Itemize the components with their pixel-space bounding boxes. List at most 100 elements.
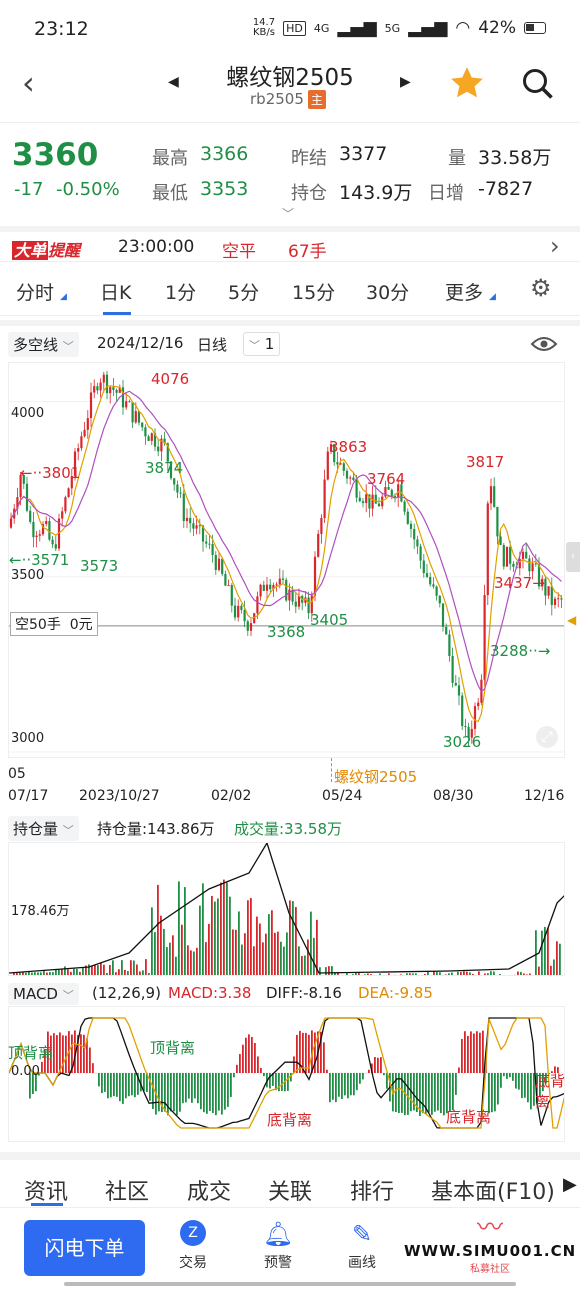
next-contract-icon[interactable]: ▶ (400, 74, 411, 90)
tab-f10[interactable]: 基本面(F10) (431, 1180, 555, 1205)
vol-value: 33.58万 (478, 147, 552, 169)
candle-body (38, 534, 41, 536)
flash-order-button[interactable]: 闪电下单 (24, 1220, 145, 1276)
kline-chart[interactable]: 4000 3500 3000 4076 ←··3801 3874 ←··3571… (8, 362, 565, 758)
alert-button[interactable]: 🔔︎ 预警 (248, 1220, 308, 1272)
macd-bar (107, 1073, 109, 1099)
tab-5min[interactable]: 5分 (228, 282, 260, 304)
volume-bar (238, 911, 240, 975)
tab-30min[interactable]: 30分 (366, 282, 410, 304)
tab-daily-k[interactable]: 日K (100, 282, 132, 304)
search-icon[interactable] (520, 66, 556, 102)
period-text: 日线 (197, 336, 228, 354)
candle-body (294, 601, 297, 607)
count-select[interactable]: ﹀ 1 (243, 332, 281, 356)
news-underline (31, 1203, 63, 1206)
side-collapse-handle[interactable]: ‹ (566, 542, 580, 572)
volume-bar (187, 945, 189, 975)
candle-body (89, 392, 93, 419)
volume-bar (262, 942, 264, 975)
volume-bar (310, 911, 312, 975)
ann-3817: 3817 (466, 453, 505, 471)
candle-body (205, 541, 208, 544)
volume-select[interactable]: 持仓量 ﹀ (8, 816, 79, 841)
star-icon[interactable] (448, 64, 486, 102)
bell-icon: 🔔︎ (262, 1220, 294, 1248)
low-value: 3353 (200, 178, 249, 200)
prev-contract-icon[interactable]: ◀ (168, 74, 179, 90)
expand-chevron-icon[interactable]: ﹀ (282, 207, 295, 221)
macd-bar (506, 1073, 508, 1079)
macd-bar (53, 1033, 55, 1073)
macd-bar (50, 1035, 52, 1073)
position-tag[interactable]: 空50手 0元 (10, 612, 98, 636)
tab-15min[interactable]: 15分 (292, 282, 336, 304)
tab-community[interactable]: 社区 (105, 1180, 150, 1205)
back-icon[interactable]: ‹ (22, 64, 35, 102)
tabs-next-icon[interactable]: ▶ (563, 1174, 577, 1195)
macd-bar (146, 1073, 148, 1092)
macd-select[interactable]: MACD ﹀ (8, 983, 79, 1005)
quote-panel: 3360 -17 -0.50% 最高 3366 最低 3353 昨结 3377 … (0, 122, 580, 222)
tab-ranking[interactable]: 排行 (350, 1180, 395, 1205)
candle-body (32, 521, 35, 538)
candle-body (262, 584, 265, 591)
eye-icon[interactable] (530, 334, 558, 354)
macd-bar (83, 1034, 85, 1073)
volume-bar (529, 973, 531, 975)
candle-body (387, 487, 390, 490)
candle-body (22, 475, 25, 484)
volume-bar (550, 965, 552, 975)
tab-1min[interactable]: 1分 (165, 282, 197, 304)
macd-bar (263, 1073, 265, 1077)
candle-body (9, 518, 13, 528)
tab-related[interactable]: 关联 (268, 1180, 313, 1205)
alert-chevron-icon[interactable]: › (550, 232, 560, 260)
macd-bar (170, 1073, 172, 1112)
macd-bar (521, 1073, 523, 1099)
x-label-4: 08/30 (433, 788, 474, 804)
volume-bar (115, 972, 117, 975)
volume-bar (520, 971, 522, 975)
candle-body (416, 539, 419, 547)
macd-bar (116, 1073, 118, 1097)
home-indicator (64, 1282, 516, 1286)
volume-bar (163, 928, 165, 975)
trade-button[interactable]: Z 交易 (163, 1220, 223, 1272)
wifi-icon: ◠ (455, 18, 471, 38)
tab-news[interactable]: 资讯 (24, 1180, 69, 1205)
macd-bar (89, 1047, 91, 1073)
macd-bar (467, 1035, 469, 1073)
volume-chart[interactable]: 178.46万 (8, 842, 565, 976)
fullscreen-icon[interactable]: ⤢ (536, 726, 558, 748)
ann-3571: ←··3571 (9, 551, 70, 569)
candle-body (355, 480, 358, 498)
big-order-alert[interactable]: 大单 提醒 23:00:00 空平 67手 › (0, 226, 580, 262)
macd-bar (545, 1073, 547, 1084)
draw-button[interactable]: ✎ 画线 (332, 1220, 392, 1272)
volume-bar (139, 971, 141, 975)
macd-bar (308, 1034, 310, 1073)
tab-fenshi[interactable]: 分时 (16, 282, 55, 304)
volume-bar (166, 947, 168, 975)
volume-bar (70, 971, 72, 975)
indicator-select[interactable]: 多空线 ﹀ (8, 332, 79, 357)
candle-body (64, 497, 67, 512)
gear-icon[interactable]: ⚙ (530, 274, 552, 302)
macd-value: MACD:3.38 (168, 984, 252, 1002)
candle-body (464, 726, 467, 728)
volume-bar (286, 932, 288, 975)
high-value: 3366 (200, 143, 249, 165)
volume-bar (190, 950, 192, 975)
tab-trades[interactable]: 成交 (187, 1180, 232, 1205)
volume-bar (541, 930, 543, 975)
volume-bar (223, 879, 225, 975)
volume-bar (175, 956, 177, 975)
candle-body (467, 726, 470, 738)
volume-bar (52, 972, 54, 975)
macd-chart[interactable]: 0.00 顶背离 顶背离 底背离 底背离 底背离 (8, 1006, 565, 1142)
candle-body (377, 503, 381, 507)
volume-bar (220, 882, 222, 975)
candle-body (521, 551, 525, 560)
tab-more[interactable]: 更多 (445, 282, 484, 304)
